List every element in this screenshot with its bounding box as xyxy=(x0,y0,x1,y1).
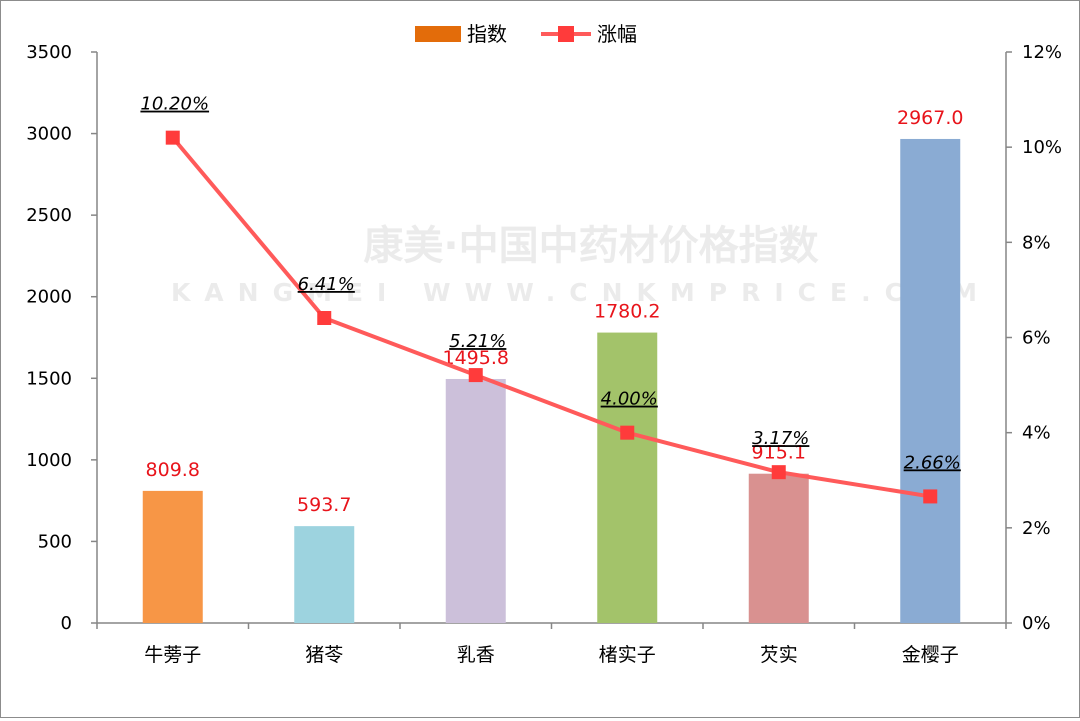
axes xyxy=(96,52,1007,624)
y-right-tick-label: 2% xyxy=(1022,518,1051,539)
bar-series xyxy=(142,138,961,623)
y-left-tick-label: 2500 xyxy=(26,205,72,226)
bar-value-label: 593.7 xyxy=(297,494,351,516)
y-right-tick-label: 8% xyxy=(1022,232,1051,253)
line-point[interactable] xyxy=(620,425,635,440)
legend-line-label: 涨幅 xyxy=(597,22,637,46)
legend-line-marker xyxy=(558,26,574,42)
line-point[interactable] xyxy=(165,130,180,145)
y-left-tick-label: 0 xyxy=(61,613,72,634)
line-series xyxy=(165,130,938,504)
category-label: 猪苓 xyxy=(305,644,343,666)
line-value-labels: 10.20% 6.41% 5.21% 4.00% 3.17% 2.66% xyxy=(140,94,960,474)
line-value-label: 10.20% xyxy=(140,94,209,115)
line-value-label: 4.00% xyxy=(601,389,658,410)
legend-bar-label: 指数 xyxy=(467,22,507,46)
y-right-tick-label: 0% xyxy=(1022,613,1051,634)
y-left-tick-label: 3000 xyxy=(26,124,72,145)
line-value-label: 5.21% xyxy=(449,331,506,352)
category-label: 牛蒡子 xyxy=(144,644,201,666)
bar[interactable] xyxy=(294,526,355,623)
bar[interactable] xyxy=(445,378,506,623)
y-right-tick-label: 4% xyxy=(1022,423,1051,444)
legend-bar-swatch xyxy=(415,26,461,42)
bar[interactable] xyxy=(748,473,809,623)
x-ticks xyxy=(96,623,1007,629)
category-label: 金樱子 xyxy=(902,644,959,666)
line-value-label: 2.66% xyxy=(904,452,961,473)
line-point[interactable] xyxy=(771,465,786,480)
watermark: 康美·中国中药材价格指数 KANGMEI WWW.CNKMPRICE.COM xyxy=(171,223,977,307)
y-left-ticks: 0 500 1000 1500 2000 2500 3000 3500 xyxy=(26,42,97,634)
line-point[interactable] xyxy=(468,368,483,383)
legend: 指数 涨幅 xyxy=(415,22,637,46)
line-point[interactable] xyxy=(923,489,938,504)
bar-value-label: 1495.8 xyxy=(443,347,509,369)
bar[interactable] xyxy=(142,490,203,623)
y-right-ticks: 0% 2% 4% 6% 8% 10% 12% xyxy=(1006,42,1062,634)
y-right-tick-label: 6% xyxy=(1022,328,1051,349)
bar-value-label: 915.1 xyxy=(752,442,806,464)
y-left-tick-label: 1500 xyxy=(26,368,72,389)
y-left-tick-label: 3500 xyxy=(26,42,72,63)
y-left-tick-label: 1000 xyxy=(26,450,72,471)
bar-value-label: 2967.0 xyxy=(897,107,963,129)
y-right-tick-label: 10% xyxy=(1022,137,1062,158)
y-left-tick-label: 2000 xyxy=(26,287,72,308)
bar-value-label: 1780.2 xyxy=(594,301,660,323)
line-point[interactable] xyxy=(317,310,332,325)
watermark-line1: 康美·中国中药材价格指数 xyxy=(363,223,818,269)
category-labels: 牛蒡子 猪苓 乳香 楮实子 芡实 金樱子 xyxy=(144,644,959,666)
category-label: 楮实子 xyxy=(599,644,656,666)
y-right-tick-label: 12% xyxy=(1022,42,1062,63)
bar[interactable] xyxy=(900,138,961,623)
growth-line xyxy=(171,136,931,499)
line-value-label: 3.17% xyxy=(752,428,809,449)
line-value-label: 6.41% xyxy=(298,274,355,295)
bar[interactable] xyxy=(597,332,658,623)
category-label: 乳香 xyxy=(457,644,495,666)
bar-value-labels: 809.8 593.7 1495.8 1780.2 915.1 2967.0 xyxy=(146,107,964,516)
y-left-tick-label: 500 xyxy=(38,531,72,552)
category-label: 芡实 xyxy=(760,644,798,666)
bar-value-label: 809.8 xyxy=(146,459,200,481)
